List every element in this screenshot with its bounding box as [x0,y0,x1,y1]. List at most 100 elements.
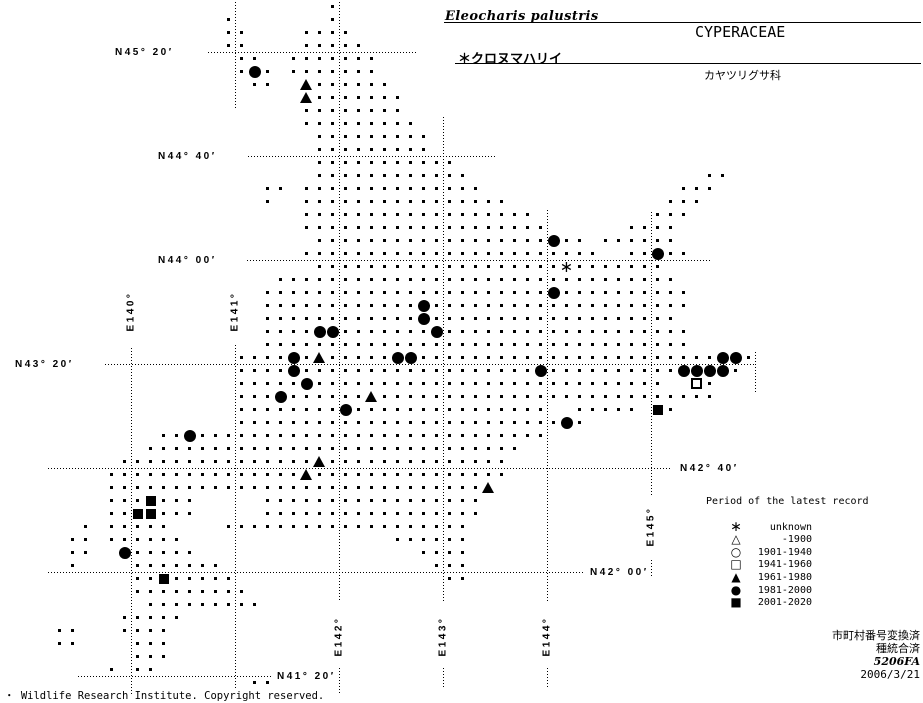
grid-dot [383,447,386,450]
grid-dot [71,629,74,632]
grid-dot [552,369,555,372]
grid-dot [409,395,412,398]
grid-dot [396,96,399,99]
filled-circle-marker [391,351,404,364]
grid-dot [370,356,373,359]
grid-dot [214,564,217,567]
grid-dot [318,31,321,34]
grid-dot [500,330,503,333]
grid-dot [136,577,139,580]
grid-dot [279,369,282,372]
grid-dot [513,408,516,411]
grid-dot [123,473,126,476]
grid-dot [357,512,360,515]
grid-dot [396,499,399,502]
grid-dot [630,369,633,372]
grid-dot [357,213,360,216]
grid-dot [201,603,204,606]
grid-dot [344,265,347,268]
grid-dot [175,434,178,437]
grid-dot [266,83,269,86]
grid-dot [474,200,477,203]
grid-dot [643,317,646,320]
grid-dot [474,187,477,190]
grid-dot [526,265,529,268]
grid-dot [604,408,607,411]
grid-dot [604,369,607,372]
grid-dot [331,473,334,476]
grid-dot [461,525,464,528]
grid-dot [578,291,581,294]
grid-dot [227,486,230,489]
grid-dot [266,499,269,502]
grid-dot [422,200,425,203]
grid-dot [487,460,490,463]
grid-dot [214,603,217,606]
grid-dot [630,395,633,398]
grid-dot [513,395,516,398]
grid-dot [279,460,282,463]
grid-dot [188,551,191,554]
grid-dot [136,564,139,567]
grid-dot [331,434,334,437]
grid-dot [110,486,113,489]
grid-dot [409,317,412,320]
grid-dot [318,174,321,177]
grid-dot [318,57,321,60]
grid-dot [253,486,256,489]
graticule-lon-line [235,2,236,108]
grid-dot [227,434,230,437]
grid-dot [344,161,347,164]
grid-dot [461,226,464,229]
stamp-municipality: 市町村番号変換済 [832,629,920,642]
grid-dot [396,369,399,372]
grid-dot [487,421,490,424]
grid-dot [422,369,425,372]
grid-dot [552,382,555,385]
legend-item-label: unknown [769,521,812,533]
grid-dot [110,668,113,671]
lon-label: E142° [333,616,345,657]
grid-dot [396,317,399,320]
graticule-lon-line [339,2,340,601]
grid-dot [656,317,659,320]
lat-label: N45° 20′ [115,47,174,58]
grid-dot [617,317,620,320]
open-circle-icon: ○ [730,544,742,559]
grid-dot [578,252,581,255]
grid-dot [448,460,451,463]
grid-dot [578,343,581,346]
grid-dot [487,369,490,372]
grid-dot [526,213,529,216]
grid-dot [344,31,347,34]
grid-dot [383,460,386,463]
grid-dot [136,642,139,645]
grid-dot [370,135,373,138]
grid-dot [305,31,308,34]
grid-dot [461,239,464,242]
grid-dot [318,525,321,528]
grid-dot [500,317,503,320]
grid-dot [539,252,542,255]
grid-dot [396,135,399,138]
grid-dot [500,265,503,268]
grid-dot [383,343,386,346]
grid-dot [110,525,113,528]
grid-dot [162,629,165,632]
grid-dot [305,447,308,450]
grid-dot [357,83,360,86]
stamp-block: 市町村番号変換済 種統合済 5206FA 2006/3/21 [832,629,920,681]
grid-dot [344,213,347,216]
filled-circle-marker [417,299,430,312]
grid-dot [279,278,282,281]
grid-dot [292,499,295,502]
grid-dot [227,525,230,528]
grid-dot [357,473,360,476]
grid-dot [552,252,555,255]
grid-dot [305,512,308,515]
grid-dot [357,161,360,164]
grid-dot [448,343,451,346]
grid-dot [253,83,256,86]
grid-dot [305,278,308,281]
grid-dot [188,564,191,567]
